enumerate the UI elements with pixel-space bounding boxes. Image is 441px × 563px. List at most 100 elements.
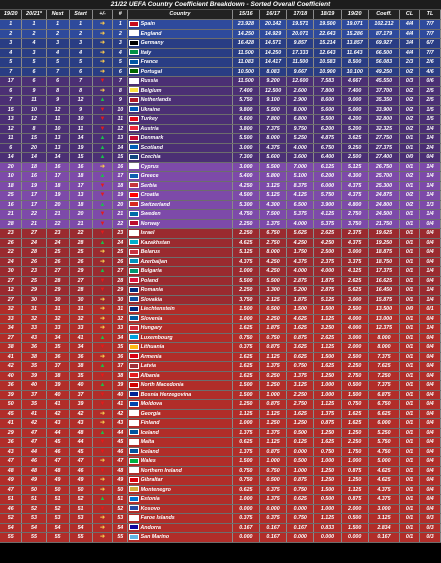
value-cell: 0.750 [232,466,260,476]
country-cell: Ukraine [127,105,233,115]
country-name: Albania [139,372,160,379]
value-cell: 9.250 [341,143,369,153]
table-row: 14 14 14 15 ▲ 15 Czechia 7.300 5.600 3.600 6.400 2… [0,152,441,163]
rank-cell: 8 [69,86,93,96]
country-name: Bosnia Herzegovina [139,391,192,398]
country-name: Faroe Islands [139,515,175,521]
value-cell: 4.375 [341,238,369,248]
rank-cell: 9 [21,86,47,96]
rank-cell: 3 [69,38,93,49]
arrow-right-icon: ➜ [100,87,106,94]
value-cell: 1.000 [313,504,342,514]
value-cell: 8.600 [313,95,342,106]
table-row: 10 16 17 18 ▲ 17 Greece 5.400 5.800 5.100 6.200 4.… [0,171,441,182]
rank-cell: 37 [21,390,47,400]
rank-cell: 35 [46,342,70,353]
value-cell: 7.500 [259,209,288,220]
value-cell: 6.750 [313,143,342,153]
country-cell: North Macedonia [127,380,233,391]
value-cell: 7.400 [232,86,260,96]
country-cell: Kazakhstan [127,238,233,248]
value-cell: 5.600 [259,152,288,163]
value-cell: 3.125 [368,513,401,524]
table-row: 36 47 45 44 ▼ 45 Malta 0.625 1.125 0.125 1.625 2.2… [0,437,441,448]
arrow-right-icon: ➜ [100,325,106,331]
country-name: Liechtenstein [139,306,175,312]
flag-icon [129,115,140,122]
value-cell: 6.000 [368,418,401,429]
value-cell: 3.000 [341,295,369,305]
arrow-right-icon: ➜ [100,59,106,65]
movement-cell: ➜ [92,456,114,467]
value-cell: 0.750 [232,333,260,343]
flag-icon [129,277,140,284]
rank-cell: 43 [46,418,70,429]
value-cell: 6.625 [368,409,401,419]
value-cell: 4.625 [232,238,260,248]
value-cell: 5.500 [232,133,260,144]
rank-cell: 43 [112,418,129,429]
arrow-down-icon: ▼ [99,439,106,445]
rank-cell: 47 [0,456,23,467]
rank-cell: 28 [0,219,23,229]
country-cell: Faroe Islands [127,513,233,524]
table-row: 49 49 49 49 ➜ 49 Gibraltar 0.750 0.500 0.875 1.25… [0,475,441,486]
table-row: 33 32 32 32 ➜ 32 Slovenia 1.000 2.250 4.625 1.125… [0,314,441,324]
rank-cell: 54 [0,523,23,533]
value-cell: 2.625 [313,333,342,343]
rank-cell: 52 [46,504,70,514]
value-cell: 0.250 [259,371,288,381]
value-cell: 2.250 [341,437,369,448]
table-row: 30 23 27 29 ▲ 27 Bulgaria 1.000 4.250 4.000 4.000… [0,266,441,277]
value-cell: 6.750 [259,228,288,239]
value-cell: 0.750 [286,513,315,524]
value-cell: 1.875 [313,276,342,286]
country-name: Denmark [139,135,164,141]
rank-cell: 52 [21,504,47,514]
table-row: 40 39 38 35 ▼ 38 Albania 1.625 0.250 1.375 1.250 2… [0,371,441,381]
movement-cell: ➜ [92,67,114,77]
rank-cell: 16 [112,162,129,172]
rank-cell: 10 [0,171,23,182]
rank-cell: 26 [112,257,129,267]
rank-cell: 23 [112,228,129,239]
rank-cell: 34 [46,333,70,343]
value-cell: 3.800 [232,124,260,134]
value-cell: 18.875 [368,247,401,258]
rank-cell: 34 [112,333,129,343]
rank-cell: 28 [112,276,129,286]
value-cell: 5.000 [341,105,369,115]
value-cell: 1.250 [341,475,369,486]
value-cell: 4.250 [286,238,315,248]
value-cell: 1.125 [313,513,342,524]
value-cell: 7.625 [368,361,401,372]
value-cell: 7.375 [368,380,401,391]
country-cell: Denmark [127,133,233,144]
movement-cell: ➜ [92,523,114,533]
rank-cell: 5 [46,57,70,68]
value-cell: 32.325 [368,124,401,134]
movement-cell: ▲ [92,152,114,163]
country-cell: Azerbaijan [127,257,233,267]
value-cell: 2.875 [286,276,315,286]
rank-cell: 1 [0,19,23,30]
value-cell: 0.000 [286,447,315,457]
table-row: 34 33 33 33 ➜ 33 Hungary 1.625 1.875 1.625 3.250 4… [0,323,441,334]
value-cell: 0.375 [259,485,288,495]
value-cell: 2.500 [341,304,369,315]
arrow-right-icon: ➜ [100,296,106,303]
country-name: Ukraine [139,106,161,113]
column-header: 19/20 [341,10,369,20]
value-cell: 4.750 [368,447,401,457]
movement-cell: ▲ [92,200,114,210]
country-cell: Armenia [127,352,233,362]
flag-icon [129,106,140,113]
rank-cell: 14 [0,152,23,163]
value-cell: 25.700 [368,171,401,182]
country-name: Iceland [139,448,159,455]
value-cell: 0/4 [419,475,441,486]
rank-cell: 6 [46,76,70,87]
rank-cell: 20 [112,200,129,210]
rank-cell: 53 [69,513,93,524]
value-cell: 17.375 [368,266,401,277]
